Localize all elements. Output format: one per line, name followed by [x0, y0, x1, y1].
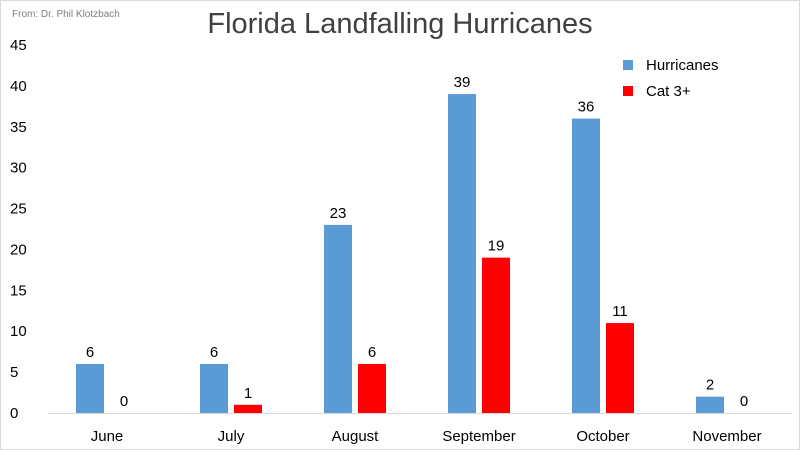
source-note: From: Dr. Phil Klotzbach — [12, 9, 120, 20]
chart-title: Florida Landfalling Hurricanes — [207, 8, 593, 40]
bar-hurricanes-september — [448, 94, 476, 414]
data-label: 23 — [330, 205, 347, 222]
data-label: 1 — [244, 385, 252, 402]
bar-hurricanes-october — [572, 118, 600, 413]
y-tick-label: 15 — [10, 282, 27, 299]
legend-swatch — [623, 60, 633, 70]
y-tick-label: 5 — [10, 364, 18, 381]
data-label: 6 — [86, 344, 94, 361]
bar-cat-3--october — [606, 323, 634, 413]
x-tick-label: July — [218, 428, 245, 445]
x-tick-label: October — [576, 428, 629, 445]
data-label: 19 — [488, 238, 505, 255]
y-tick-label: 25 — [10, 201, 27, 218]
x-tick-label: August — [332, 428, 380, 445]
data-labels: 6 0 6 1 23 6 39 19 36 11 2 0 — [86, 74, 748, 410]
data-label: 11 — [612, 303, 628, 320]
data-label: 39 — [454, 74, 471, 91]
x-tick-label: September — [442, 428, 515, 445]
data-label: 36 — [578, 99, 595, 116]
data-label: 6 — [368, 344, 376, 361]
x-tick-label: June — [91, 428, 124, 445]
y-tick-label: 0 — [10, 405, 18, 422]
y-tick-label: 30 — [10, 160, 27, 177]
legend-label: Hurricanes — [646, 57, 719, 74]
legend: Hurricanes Cat 3+ — [623, 57, 719, 100]
x-tick-label: November — [692, 428, 761, 445]
legend-label: Cat 3+ — [646, 83, 691, 100]
data-label: 0 — [120, 393, 128, 410]
bar-cat-3--august — [358, 363, 386, 413]
bars — [76, 94, 724, 414]
y-tick-label: 40 — [10, 78, 27, 95]
bar-cat-3--july — [234, 404, 262, 413]
bar-hurricanes-june — [76, 363, 104, 413]
legend-swatch — [623, 86, 633, 96]
bar-hurricanes-july — [200, 363, 228, 413]
x-axis: June July August September October November — [48, 413, 792, 445]
data-label: 2 — [706, 377, 714, 394]
bar-cat-3--september — [482, 257, 510, 413]
data-label: 0 — [740, 393, 748, 410]
y-tick-label: 10 — [10, 323, 27, 340]
y-tick-label: 35 — [10, 119, 27, 136]
bar-hurricanes-november — [696, 396, 724, 413]
data-label: 6 — [210, 344, 218, 361]
y-axis: 0 5 10 15 20 25 30 35 40 45 — [10, 37, 27, 422]
y-tick-label: 45 — [10, 37, 27, 54]
bar-hurricanes-august — [324, 224, 352, 413]
y-tick-label: 20 — [10, 241, 27, 258]
